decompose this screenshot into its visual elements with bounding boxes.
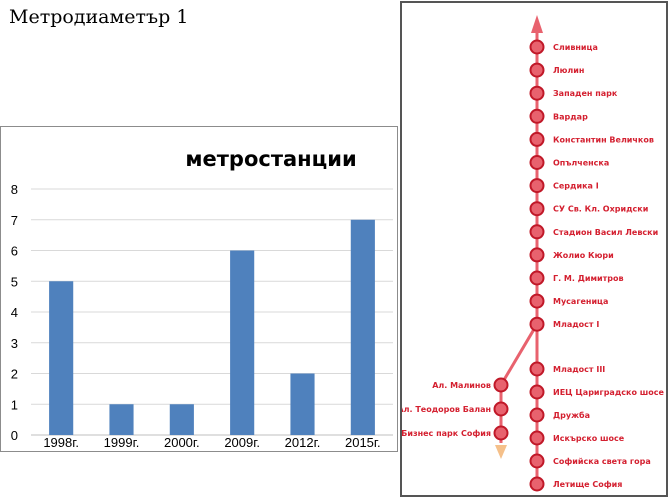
chart-gridlines	[31, 188, 393, 436]
station-label: Константин Величков	[553, 135, 654, 144]
branch-station-label: Бизнес парк София	[402, 429, 491, 438]
chart-bars	[49, 219, 375, 435]
station-marker	[493, 425, 509, 441]
station-marker	[529, 407, 545, 423]
south-arrow-icon	[495, 445, 507, 459]
y-tick-label: 8	[11, 182, 18, 197]
station-marker	[529, 201, 545, 217]
station-label: Западен парк	[553, 89, 618, 98]
station-marker	[529, 453, 545, 469]
metro-line-map: Сливница Люлин Западен парк Вардар Константи…	[402, 15, 664, 492]
station-marker	[529, 224, 545, 240]
metro-stations: Сливница Люлин Западен парк Вардар Константи…	[402, 39, 664, 492]
station-marker	[529, 247, 545, 263]
station-marker	[529, 361, 545, 377]
station-marker	[529, 131, 545, 147]
station-marker	[529, 293, 545, 309]
bar	[109, 404, 134, 435]
chart-y-axis: 0 1 2 3 4 5 6 7 8	[11, 182, 18, 443]
y-tick-label: 4	[11, 305, 18, 320]
bar	[230, 250, 255, 435]
station-marker	[493, 401, 509, 417]
station-marker	[529, 39, 545, 55]
station-label: Летище София	[553, 480, 622, 489]
station-label: Сливница	[553, 43, 598, 52]
north-arrow-icon	[531, 15, 543, 33]
y-tick-label: 7	[11, 213, 18, 228]
x-tick-label: 2000г.	[164, 435, 200, 450]
station-marker	[493, 377, 509, 393]
station-label: Софийска света гора	[553, 457, 651, 466]
station-marker	[529, 155, 545, 170]
x-tick-label: 2015г.	[345, 435, 381, 450]
station-label: Младост I	[553, 320, 599, 329]
x-tick-label: 1998г.	[43, 435, 79, 450]
bar-chart: метростанции 0 1 2 3 4 5 6 7 8 1998г. 1999г. 2000г…	[11, 147, 393, 450]
y-tick-label: 1	[11, 397, 18, 412]
branch-connector	[499, 323, 539, 386]
station-marker	[529, 316, 545, 332]
station-label: СУ Св. Кл. Охридски	[553, 205, 648, 214]
station-label: Искърско шосе	[553, 434, 625, 443]
station-label: Люлин	[553, 66, 584, 75]
chart-x-axis: 1998г. 1999г. 2000г. 2009г. 2012г. 2015г.	[43, 435, 380, 450]
station-label: Мусагеница	[553, 297, 608, 306]
bar-chart-panel: метростанции 0 1 2 3 4 5 6 7 8 1998г. 1999г. 2000г…	[0, 126, 398, 452]
document-title: Метродиаметър 1	[9, 6, 189, 28]
station-marker	[529, 270, 545, 286]
station-label: Жолио Кюри	[553, 251, 614, 260]
bar	[169, 404, 194, 435]
y-tick-label: 3	[11, 336, 18, 351]
station-label: ИЕЦ Цариградско шосе	[553, 388, 664, 397]
station-marker	[529, 108, 545, 124]
chart-title: метростанции	[185, 147, 356, 171]
station-marker	[529, 178, 545, 194]
station-label: Г. М. Димитров	[553, 274, 624, 283]
bar	[350, 219, 375, 435]
bar	[290, 373, 315, 435]
station-marker	[529, 62, 545, 78]
station-label: Младост III	[553, 365, 605, 374]
y-tick-label: 0	[11, 428, 18, 443]
branch-station-label: Ал. Малинов	[432, 381, 491, 390]
station-label: Стадион Васил Левски	[553, 228, 658, 237]
station-label: Опълченска	[553, 159, 609, 168]
y-tick-label: 2	[11, 367, 18, 382]
station-marker	[529, 476, 545, 492]
metro-line-map-panel: Сливница Люлин Западен парк Вардар Константи…	[400, 1, 668, 497]
y-tick-label: 6	[11, 244, 18, 259]
station-marker	[529, 430, 545, 446]
bar	[49, 281, 74, 435]
branch-station-label: Ал. Теодоров Балан	[402, 405, 491, 414]
station-marker	[529, 384, 545, 400]
y-tick-label: 5	[11, 274, 18, 289]
station-marker	[529, 85, 545, 101]
x-tick-label: 2009г.	[224, 435, 260, 450]
x-tick-label: 2012г.	[285, 435, 321, 450]
station-label: Вардар	[553, 112, 588, 121]
station-label: Дружба	[553, 410, 590, 420]
station-label: Сердика I	[553, 182, 599, 191]
x-tick-label: 1999г.	[104, 435, 140, 450]
